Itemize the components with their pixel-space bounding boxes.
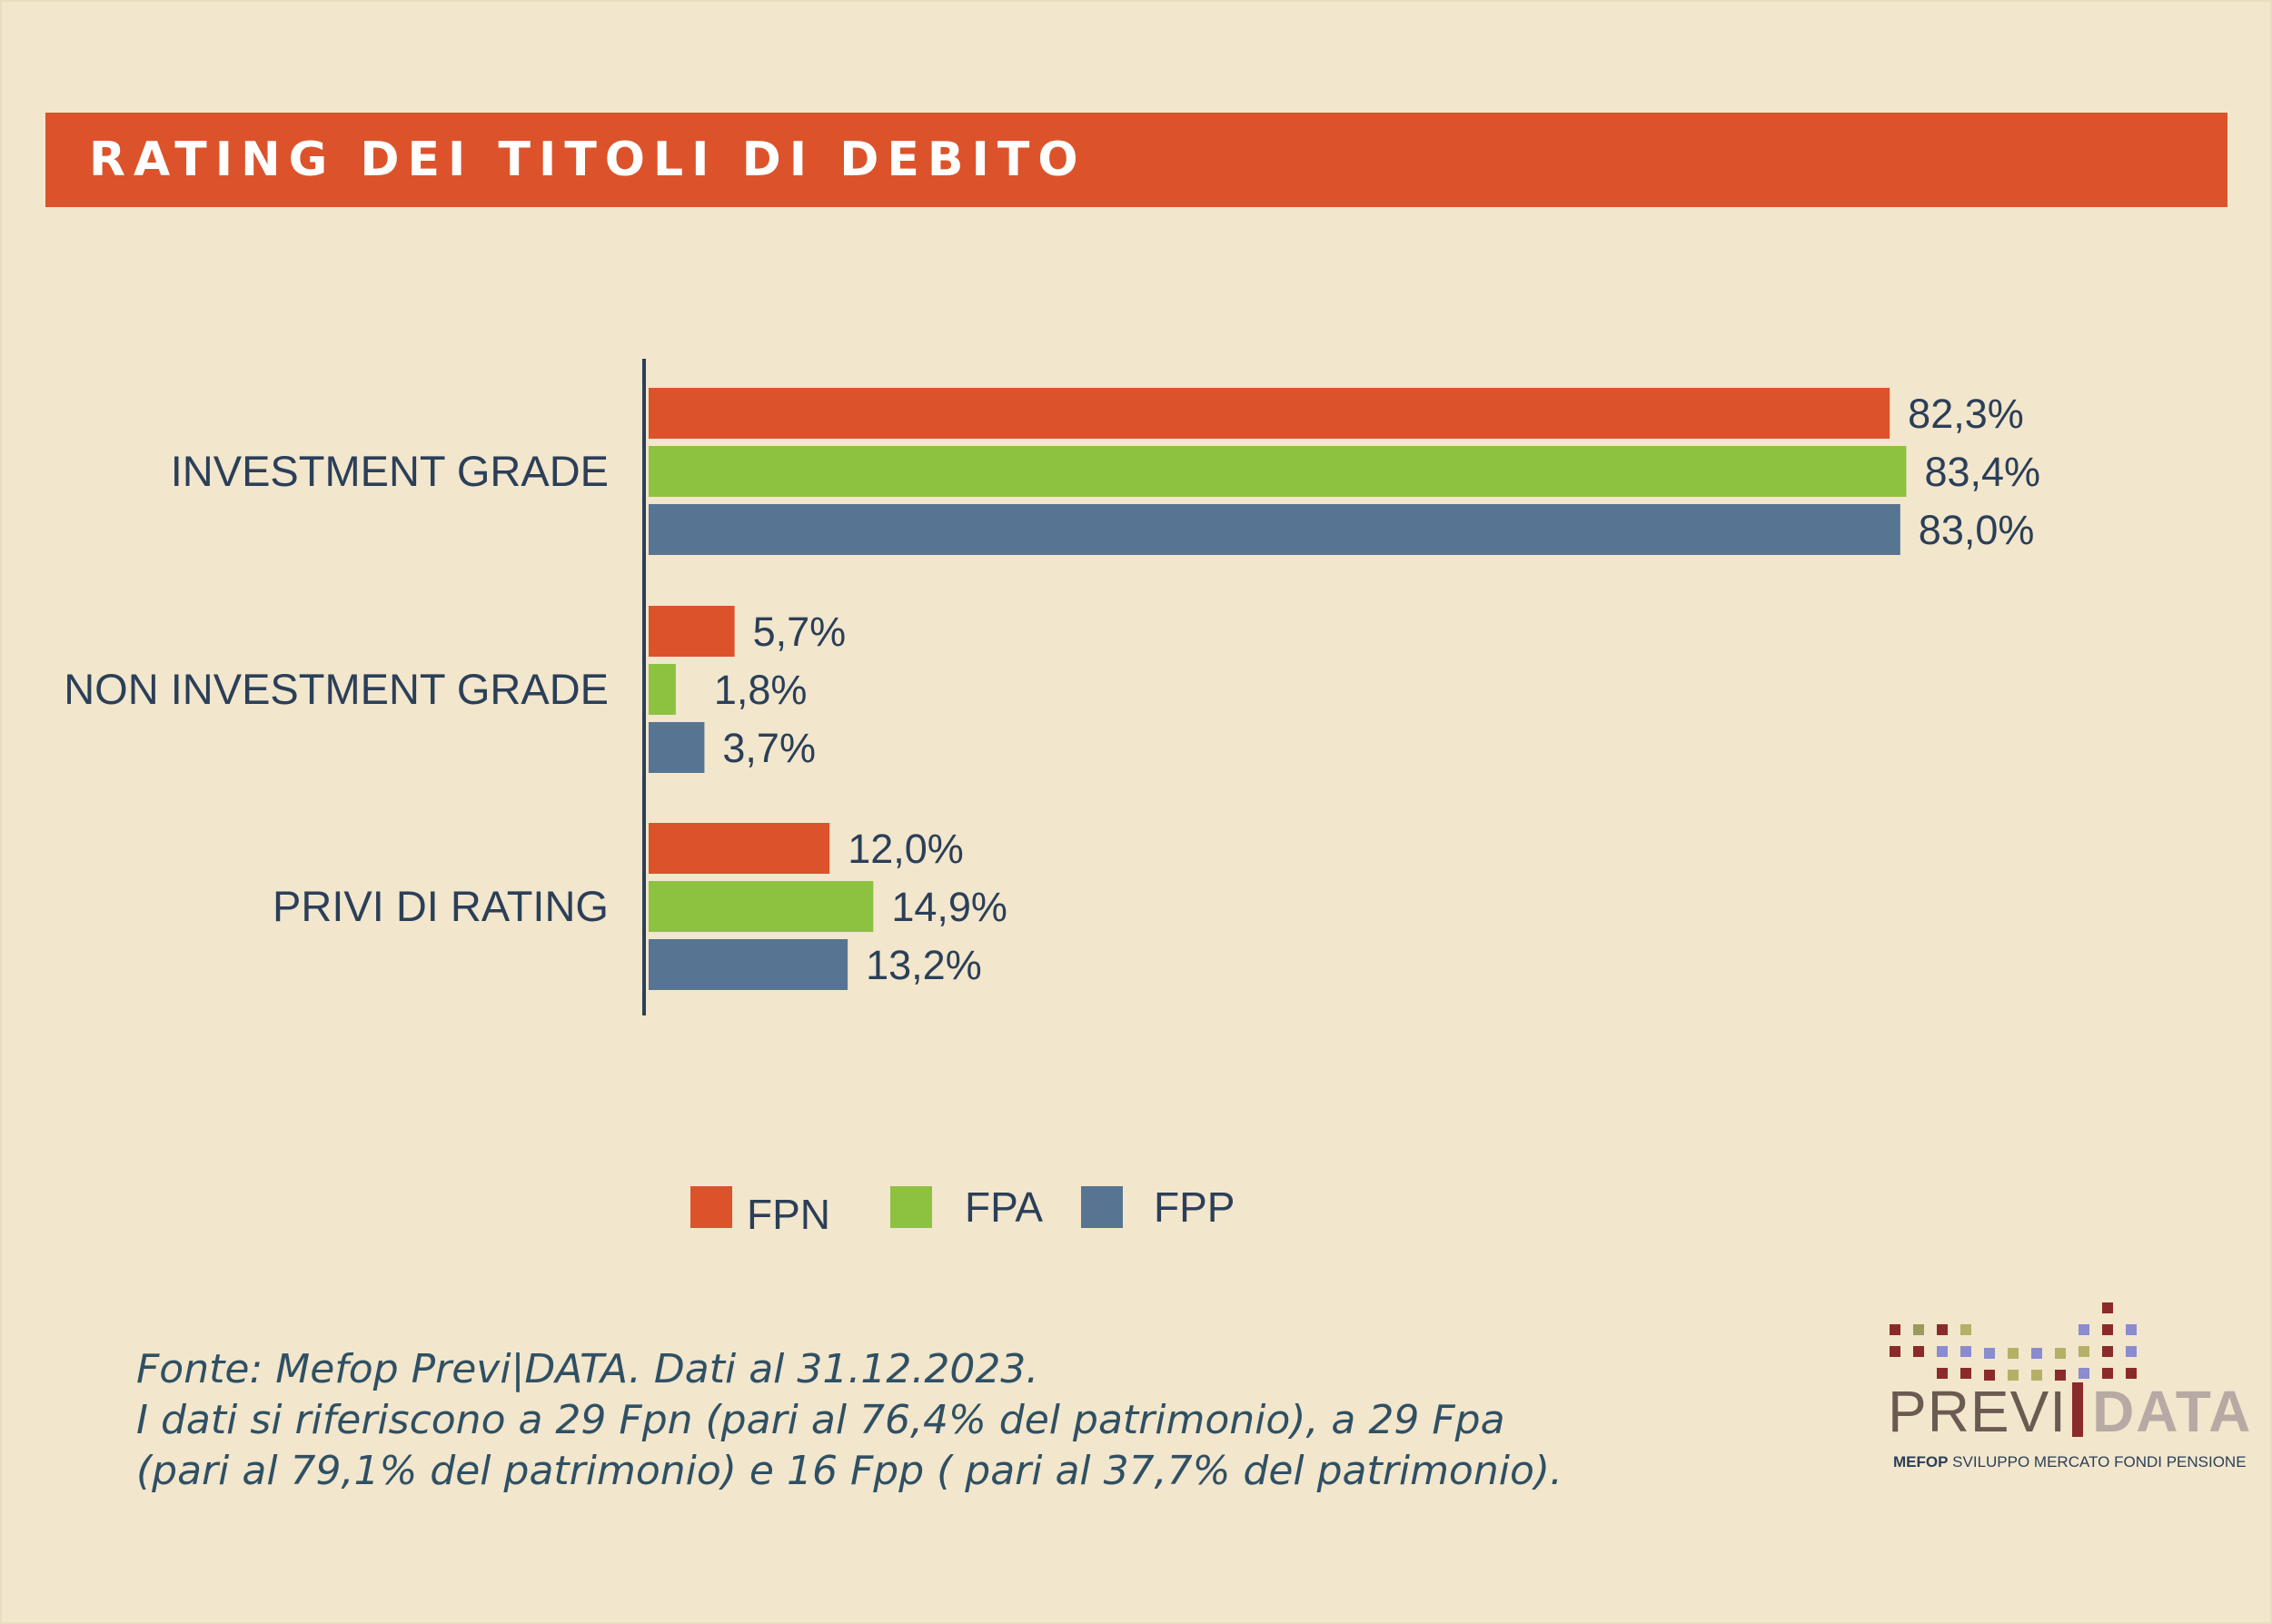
- category-label: NON INVESTMENT GRADE: [64, 665, 609, 713]
- logo-dot: [2008, 1348, 2019, 1359]
- data-label: 3,7%: [722, 725, 816, 771]
- legend-swatch-fpp: [1081, 1186, 1123, 1228]
- logo-dot: [2079, 1346, 2089, 1357]
- logo-dot: [2079, 1368, 2089, 1379]
- source-line-2: I dati si riferiscono a 29 Fpn (pari al …: [136, 1397, 1505, 1443]
- bar-fpn: [649, 388, 1890, 439]
- source-line-3: (pari al 79,1% del patrimonio) e 16 Fpp …: [136, 1448, 1563, 1494]
- logo-dot: [2031, 1348, 2042, 1359]
- data-label: 5,7%: [753, 609, 847, 655]
- logo-dot: [2008, 1370, 2019, 1381]
- bar-fpn: [649, 823, 830, 874]
- logo-dot: [1913, 1346, 1924, 1357]
- page-title: RATING DEI TITOLI DI DEBITO: [89, 133, 1086, 187]
- logo-dot: [2102, 1324, 2113, 1335]
- logo-data-text: DATA: [2092, 1379, 2253, 1444]
- logo-dot: [2079, 1324, 2089, 1335]
- logo-dot: [1960, 1346, 1971, 1357]
- logo-sub-rest: SVILUPPO MERCATO FONDI PENSIONE: [1948, 1453, 2247, 1471]
- bar-fpp: [649, 939, 848, 990]
- logo-dot: [1984, 1348, 1995, 1359]
- previdata-logo: PREVI DATA MEFOP SVILUPPO MERCATO FONDI P…: [1880, 1299, 2250, 1480]
- logo-dots-graphic: [1890, 1299, 2217, 1381]
- data-label: 83,4%: [1924, 449, 2040, 495]
- logo-dot: [1960, 1324, 1971, 1335]
- logo-subtitle: MEFOP SVILUPPO MERCATO FONDI PENSIONE: [1893, 1453, 2247, 1471]
- logo-dot: [2102, 1346, 2113, 1357]
- data-label: 82,3%: [1908, 391, 2024, 437]
- logo-dot: [1984, 1370, 1995, 1381]
- logo-dot: [2055, 1370, 2066, 1381]
- logo-dot: [2102, 1302, 2113, 1313]
- source-note: Fonte: Mefop Previ|DATA. Dati al 31.12.2…: [136, 1344, 1862, 1497]
- logo-dot: [1913, 1324, 1924, 1335]
- logo-dot: [2055, 1348, 2066, 1359]
- logo-dot: [1890, 1346, 1900, 1357]
- logo-dot: [2126, 1346, 2137, 1357]
- data-label: 1,8%: [714, 667, 808, 713]
- data-label: 13,2%: [866, 942, 982, 988]
- logo-sub-bold: MEFOP: [1893, 1453, 1949, 1471]
- logo-dot: [1960, 1368, 1971, 1379]
- logo-wordmark: PREVI DATA: [1888, 1382, 2252, 1441]
- logo-dot: [2031, 1370, 2042, 1381]
- logo-dot: [1937, 1346, 1948, 1357]
- logo-dot: [2126, 1368, 2137, 1379]
- category-label: INVESTMENT GRADE: [171, 447, 609, 495]
- bar-fpa: [649, 446, 1907, 497]
- legend-label-fpp: FPP: [1154, 1183, 1235, 1231]
- title-bar: RATING DEI TITOLI DI DEBITO: [45, 113, 2227, 207]
- data-label: 83,0%: [1919, 507, 2035, 553]
- bar-chart: INVESTMENT GRADE 82,3% 83,4% 83,0% NON INVES…: [64, 359, 2040, 1015]
- logo-previ-text: PREVI: [1888, 1379, 2068, 1444]
- category-label: PRIVI DI RATING: [273, 882, 609, 930]
- legend-swatch-fpa: [890, 1186, 932, 1228]
- bar-fpn: [649, 606, 735, 657]
- legend-swatch-fpn: [690, 1186, 732, 1228]
- source-line-1: Fonte: Mefop Previ|DATA. Dati al 31.12.2…: [136, 1346, 1039, 1392]
- logo-dot: [1937, 1368, 1948, 1379]
- legend-label-fpn: FPN: [747, 1191, 830, 1238]
- bar-fpp: [649, 504, 1900, 555]
- logo-divider: [2072, 1382, 2084, 1437]
- data-label: 14,9%: [891, 884, 1007, 930]
- bar-fpp: [649, 722, 705, 773]
- logo-dot: [2102, 1368, 2113, 1379]
- bar-fpa: [649, 881, 874, 932]
- data-label: 12,0%: [848, 826, 964, 872]
- chart-legend: FPN FPA FPP: [0, 1181, 2272, 1238]
- logo-dot: [1890, 1324, 1900, 1335]
- bar-fpa: [649, 664, 676, 715]
- legend-label-fpa: FPA: [965, 1183, 1044, 1231]
- logo-dot: [2126, 1324, 2137, 1335]
- logo-dot: [1937, 1324, 1948, 1335]
